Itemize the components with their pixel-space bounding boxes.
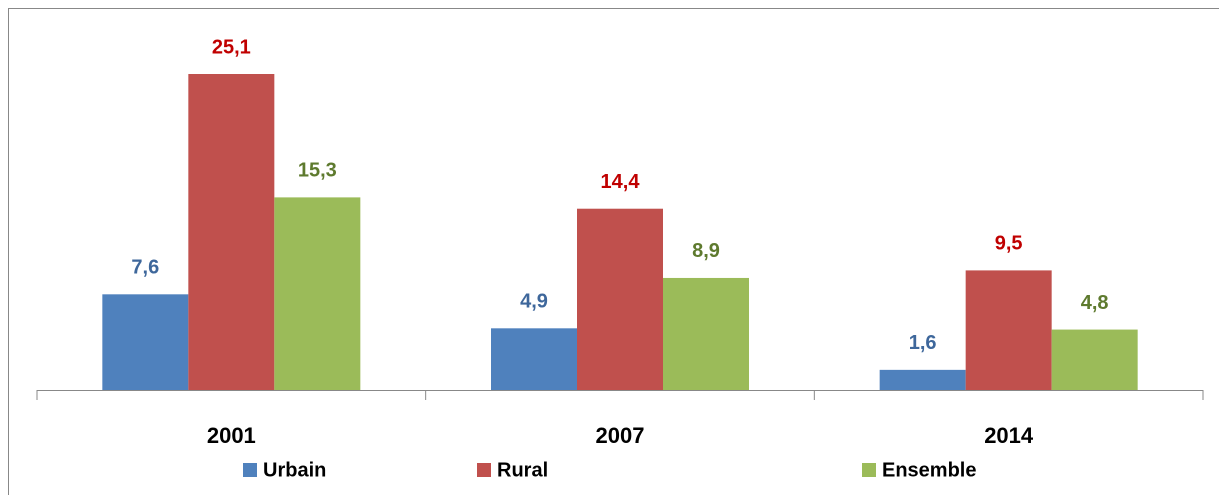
bar xyxy=(663,277,749,390)
bar xyxy=(577,208,663,390)
legend-swatch xyxy=(862,463,876,477)
value-label: 15,3 xyxy=(298,160,337,182)
bar xyxy=(274,197,361,390)
x-tick-label: 2001 xyxy=(207,423,256,448)
x-tick-label: 2007 xyxy=(596,423,645,448)
x-tick-label: 2014 xyxy=(984,423,1034,448)
legend-label: Urbain xyxy=(263,459,326,481)
bar xyxy=(965,270,1052,390)
value-label: 14,4 xyxy=(601,171,641,193)
value-label: 1,6 xyxy=(909,332,937,354)
bar xyxy=(188,74,275,390)
value-label: 4,8 xyxy=(1081,292,1109,314)
bar xyxy=(491,328,577,390)
legend-swatch xyxy=(477,463,491,477)
legend-label: Rural xyxy=(497,459,548,481)
bar xyxy=(879,369,966,390)
legend-swatch xyxy=(243,463,257,477)
value-label: 25,1 xyxy=(212,36,251,58)
value-label: 8,9 xyxy=(692,240,720,262)
value-label: 9,5 xyxy=(995,233,1023,255)
bar xyxy=(102,294,189,390)
value-label: 7,6 xyxy=(131,257,159,279)
value-label: 4,9 xyxy=(520,291,548,313)
legend-label: Ensemble xyxy=(882,459,976,481)
bar xyxy=(1051,329,1138,390)
